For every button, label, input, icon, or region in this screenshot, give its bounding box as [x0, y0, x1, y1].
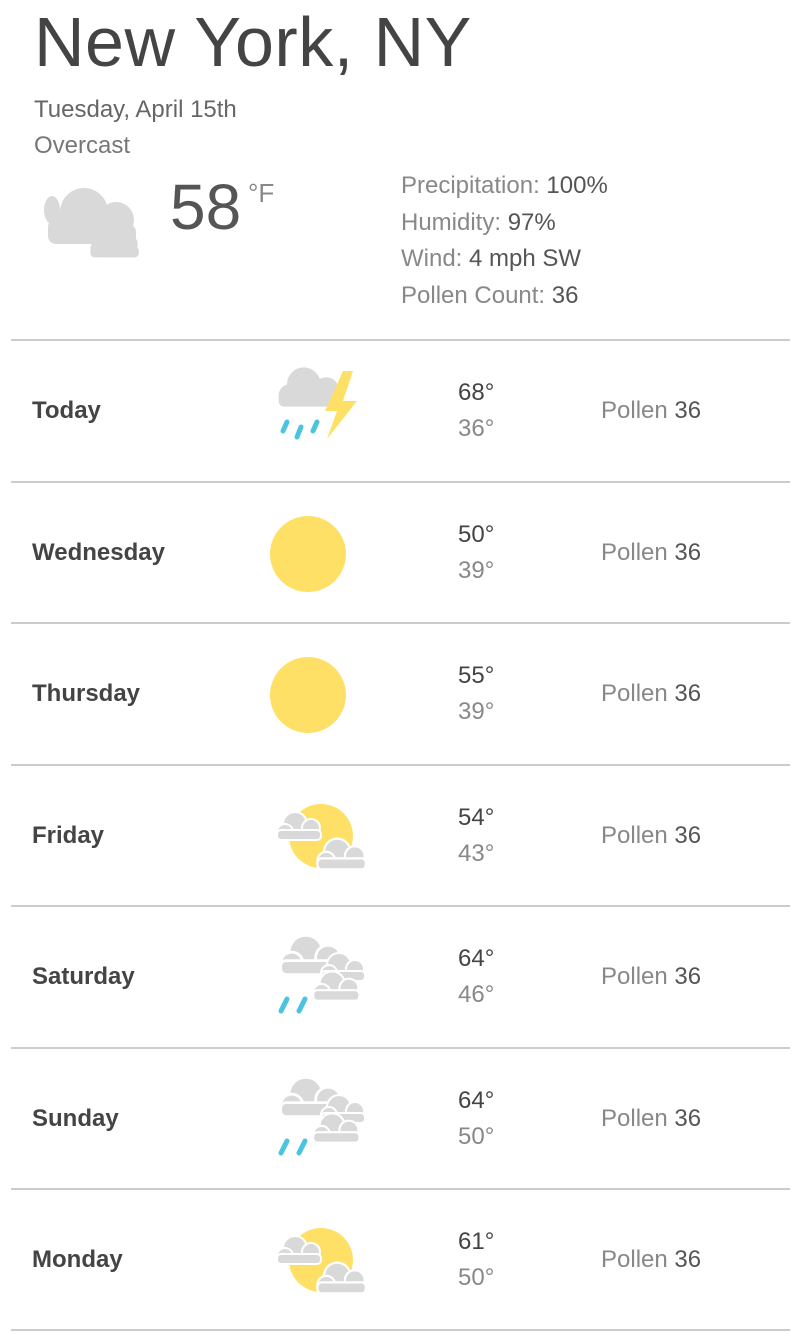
stat-value: 100%	[546, 172, 608, 199]
pollen-value: 36	[674, 397, 702, 424]
stat-value: 36	[551, 281, 579, 309]
divider	[11, 1329, 790, 1331]
temperature-unit: °F	[248, 178, 275, 208]
forecast-pollen: Pollen 36	[601, 680, 701, 708]
forecast-pollen: Pollen 36	[601, 1105, 701, 1133]
forecast-pollen: Pollen 36	[601, 539, 701, 567]
forecast-low: 39°	[458, 556, 495, 584]
forecast-row: Sunday 64° 50° Pollen 36	[11, 1046, 790, 1190]
forecast-low: 39°	[458, 698, 495, 725]
forecast-high: 61°	[458, 1228, 495, 1255]
forecast-low: 46°	[458, 981, 495, 1008]
forecast-high: 55°	[458, 662, 495, 689]
stat-wind: Wind: 4 mph SW	[401, 241, 608, 278]
pollen-value: 36	[674, 963, 702, 990]
forecast-pollen: Pollen 36	[601, 822, 701, 850]
forecast-day: Sunday	[32, 1104, 119, 1132]
stat-humidity: Humidity: 97%	[401, 205, 608, 242]
forecast-day: Monday	[32, 1246, 123, 1273]
overcast-icon	[44, 188, 139, 258]
stat-label: Humidity:	[401, 208, 508, 236]
pollen-label: Pollen	[601, 397, 675, 424]
stat-label: Wind:	[401, 245, 470, 272]
sunny-icon	[263, 509, 373, 604]
pollen-label: Pollen	[601, 821, 675, 849]
pollen-label: Pollen	[601, 1246, 675, 1273]
rain-icon	[263, 1075, 373, 1170]
city-title: New York, NY	[34, 3, 472, 81]
forecast-high: 50°	[458, 520, 495, 548]
pollen-label: Pollen	[601, 538, 675, 566]
forecast-row: Monday 61° 50° Pollen 36	[11, 1188, 790, 1331]
forecast-low: 43°	[458, 839, 495, 867]
sunny-icon	[263, 650, 373, 745]
pollen-value: 36	[674, 1104, 702, 1132]
pollen-label: Pollen	[601, 680, 675, 707]
forecast-day: Wednesday	[32, 538, 165, 566]
stat-value: 4 mph SW	[469, 245, 582, 272]
forecast-row: Saturday 64° 46° Pollen 36	[11, 905, 790, 1048]
pollen-label: Pollen	[601, 1104, 675, 1132]
forecast-pollen: Pollen 36	[601, 397, 701, 425]
stat-label: Precipitation:	[401, 172, 547, 199]
pollen-value: 36	[674, 538, 702, 566]
forecast-pollen: Pollen 36	[601, 963, 701, 991]
forecast-row: Wednesday 50° 39° Pollen 36	[11, 480, 790, 624]
forecast-pollen: Pollen 36	[601, 1246, 701, 1274]
stat-pollen: Pollen Count: 36	[401, 278, 608, 315]
forecast-day: Saturday	[32, 963, 135, 990]
forecast-high: 64°	[458, 1086, 495, 1114]
stat-label: Pollen Count:	[401, 281, 552, 309]
stat-precipitation: Precipitation: 100%	[401, 168, 608, 205]
forecast-row: Thursday 55° 39° Pollen 36	[11, 622, 790, 765]
current-stats: Precipitation: 100% Humidity: 97% Wind: …	[401, 168, 608, 314]
forecast-low: 50°	[458, 1264, 495, 1291]
forecast-low: 50°	[458, 1122, 495, 1150]
pollen-value: 36	[674, 1246, 702, 1273]
forecast-day: Friday	[32, 821, 105, 849]
rain-icon	[263, 933, 373, 1028]
current-condition: Overcast	[34, 132, 131, 159]
forecast-high: 54°	[458, 803, 495, 831]
forecast-high: 68°	[458, 379, 495, 406]
current-temperature: 58	[170, 171, 242, 243]
partly-cloudy-icon	[263, 1216, 373, 1311]
pollen-value: 36	[674, 680, 702, 707]
current-date: Tuesday, April 15th	[34, 96, 237, 123]
forecast-day: Today	[32, 397, 101, 424]
forecast-row: Today 68° 36° Pollen 36	[11, 339, 790, 482]
thunderstorm-icon	[263, 367, 373, 462]
partly-cloudy-icon	[263, 792, 373, 887]
forecast-day: Thursday	[32, 680, 141, 707]
forecast-row: Friday 54° 43° Pollen 36	[11, 763, 790, 907]
pollen-label: Pollen	[601, 963, 675, 990]
forecast-high: 64°	[458, 945, 495, 972]
forecast-low: 36°	[458, 415, 495, 442]
pollen-value: 36	[674, 821, 702, 849]
stat-value: 97%	[507, 208, 556, 236]
